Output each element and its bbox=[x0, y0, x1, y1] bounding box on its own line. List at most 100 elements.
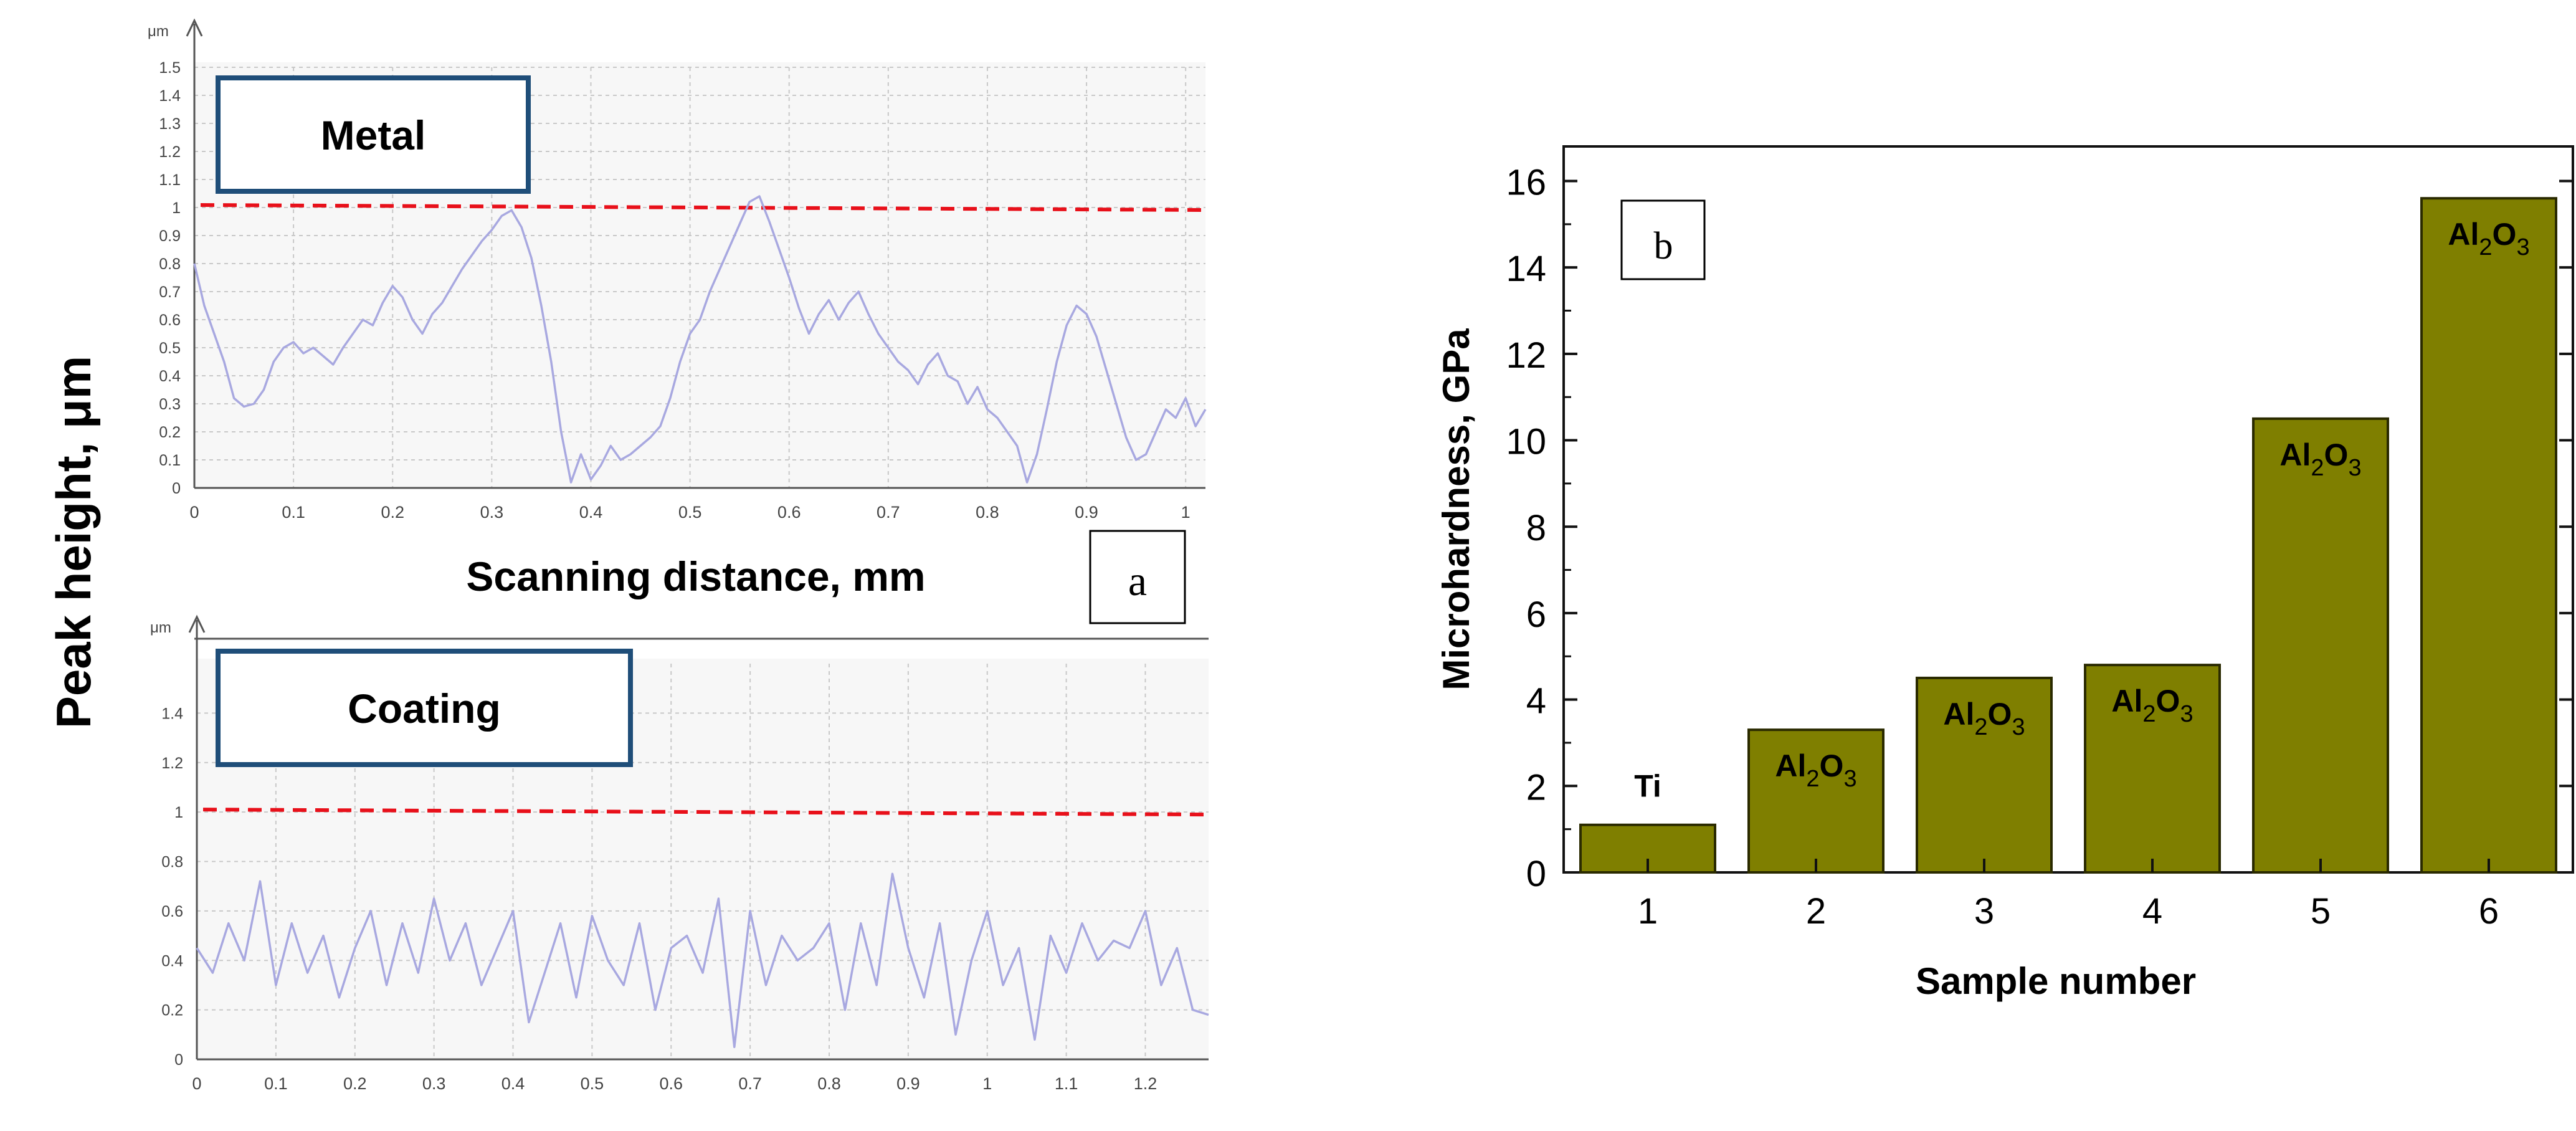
x-tick-label: 2 bbox=[1806, 891, 1826, 932]
y-tick-label: 0.6 bbox=[161, 903, 183, 920]
reference-line bbox=[200, 203, 1206, 212]
y-tick-label: 0.9 bbox=[159, 227, 181, 245]
x-tick-label: 0.1 bbox=[282, 503, 305, 522]
y-tick-label: 12 bbox=[1506, 335, 1546, 376]
y-tick-label: 1 bbox=[172, 199, 181, 217]
bar-label-subscript: 3 bbox=[1843, 766, 1856, 792]
panel-a-top-chart: 0 0.1 0.2 0.3 0.4 0.5 0.6 0.7 0.8 0.9 1 0 0.1 0.2 0.3 0… bbox=[148, 18, 1209, 640]
x-tick-label: 0.3 bbox=[480, 503, 504, 522]
sample-label-box bbox=[216, 649, 633, 767]
y-tick-label: 1.2 bbox=[161, 755, 183, 772]
bar-label-subscript: 2 bbox=[1806, 766, 1819, 792]
panel-letter: a bbox=[1128, 557, 1147, 604]
plot-frame bbox=[1562, 145, 2574, 874]
x-tick-label: 0.5 bbox=[678, 503, 702, 522]
y-tick-label: 4 bbox=[1526, 681, 1546, 722]
bar-label-text: Al bbox=[1943, 697, 1974, 732]
x-tick-label: 0.6 bbox=[659, 1074, 683, 1093]
y-tick-label: 0.7 bbox=[159, 284, 181, 301]
bar-label: Al2O3 bbox=[1943, 697, 2025, 740]
bar-label-subscript: 3 bbox=[2348, 455, 2361, 481]
bar-label-text: O bbox=[2324, 437, 2349, 472]
x-tick-label: 0.8 bbox=[976, 503, 999, 522]
bar-label-text: Al bbox=[2111, 684, 2142, 718]
panel-letter-box bbox=[1620, 199, 1706, 280]
bar bbox=[1747, 728, 1884, 874]
bar bbox=[2420, 197, 2557, 874]
panel-letter: b bbox=[1654, 225, 1673, 267]
x-tick-label: 1 bbox=[1181, 503, 1191, 522]
unit-label: μm bbox=[148, 23, 169, 40]
y-tick-label: 16 bbox=[1506, 162, 1546, 203]
bar-label: Ti bbox=[1634, 769, 1661, 804]
bar-label-subscript: 2 bbox=[1974, 714, 1987, 740]
x-tick-label: 0.8 bbox=[817, 1074, 841, 1093]
bar-label: Al2O3 bbox=[2111, 684, 2193, 727]
unit-label: μm bbox=[150, 619, 171, 636]
x-tick-label: 0 bbox=[192, 1074, 201, 1093]
x-tick-label: 5 bbox=[2311, 891, 2331, 932]
y-tick-label: 1.2 bbox=[159, 143, 181, 161]
x-tick-label: 0.2 bbox=[381, 503, 404, 522]
y-axis-arrow-icon bbox=[186, 18, 203, 37]
y-tick-label: 6 bbox=[1526, 594, 1546, 635]
y-tick-label: 0.1 bbox=[159, 452, 181, 469]
y-tick-label: 1.4 bbox=[159, 87, 181, 105]
y-tick-label: 1.4 bbox=[161, 705, 183, 722]
y-tick-label: 0.4 bbox=[159, 368, 181, 385]
sample-label: Metal bbox=[321, 112, 426, 158]
panel-b-chart: 02468101214161Ti2Al2O33Al2O34Al2O35Al2O3… bbox=[1435, 145, 2574, 1002]
bar-label-text: O bbox=[2493, 217, 2517, 252]
x-tick-label: 0.9 bbox=[896, 1074, 920, 1093]
x-tick-label: 0.4 bbox=[501, 1074, 525, 1093]
y-tick-label: 10 bbox=[1506, 422, 1546, 462]
bar-label-subscript: 3 bbox=[2012, 714, 2025, 740]
bar-label-subscript: 2 bbox=[2142, 701, 2155, 727]
shared-y-axis-label: Peak height, μm bbox=[46, 356, 101, 728]
reference-line bbox=[202, 808, 1209, 817]
x-axis-label: Sample number bbox=[1916, 960, 2196, 1002]
y-tick-label: 0.2 bbox=[159, 424, 181, 441]
bar-label-text: O bbox=[2156, 684, 2180, 718]
y-tick-label: 1.3 bbox=[159, 115, 181, 133]
bar-label: Al2O3 bbox=[2448, 217, 2529, 260]
sample-label-box bbox=[216, 75, 531, 194]
y-tick-label: 2 bbox=[1526, 767, 1546, 808]
y-tick-label: 0.8 bbox=[161, 854, 183, 871]
x-tick-label: 0.2 bbox=[343, 1074, 367, 1093]
bar-label-text: Al bbox=[2448, 217, 2479, 252]
y-tick-label: 1.5 bbox=[159, 59, 181, 77]
bar-label-subscript: 2 bbox=[2479, 234, 2492, 260]
bar-label-text: Al bbox=[1775, 748, 1806, 783]
bar-label-text: Al bbox=[2279, 437, 2311, 472]
x-tick-label: 0.5 bbox=[581, 1074, 604, 1093]
y-tick-label: 0.5 bbox=[159, 340, 181, 357]
bar-label-subscript: 2 bbox=[2311, 455, 2324, 481]
x-tick-label: 0.3 bbox=[422, 1074, 446, 1093]
x-tick-label: 0 bbox=[189, 503, 199, 522]
y-tick-label: 1.1 bbox=[159, 171, 181, 189]
x-tick-label: 3 bbox=[1974, 891, 1994, 932]
y-tick-label: 0 bbox=[172, 480, 181, 497]
y-tick-label: 0 bbox=[174, 1051, 183, 1069]
panel-letter-box bbox=[1089, 530, 1186, 624]
y-axis-label: Microhardness, GPa bbox=[1435, 328, 1477, 690]
x-tick-label: 0.9 bbox=[1075, 503, 1098, 522]
x-axis-label: Scanning distance, mm bbox=[466, 553, 925, 599]
bar bbox=[1916, 676, 2053, 874]
x-tick-label: 0.1 bbox=[264, 1074, 288, 1093]
y-tick-label: 0.4 bbox=[161, 952, 183, 970]
profile-line bbox=[193, 195, 1207, 484]
bar-label-text: O bbox=[1988, 697, 2012, 732]
y-axis-arrow-icon bbox=[188, 614, 206, 633]
y-tick-label: 0 bbox=[1526, 854, 1546, 894]
profile-line bbox=[196, 872, 1209, 1048]
bar-label-text: O bbox=[1820, 748, 1844, 783]
bar bbox=[2084, 664, 2221, 874]
x-tick-label: 1 bbox=[982, 1074, 992, 1093]
bar-label-subscript: 3 bbox=[2180, 701, 2193, 727]
y-tick-label: 8 bbox=[1526, 508, 1546, 548]
y-tick-label: 1 bbox=[174, 804, 183, 821]
